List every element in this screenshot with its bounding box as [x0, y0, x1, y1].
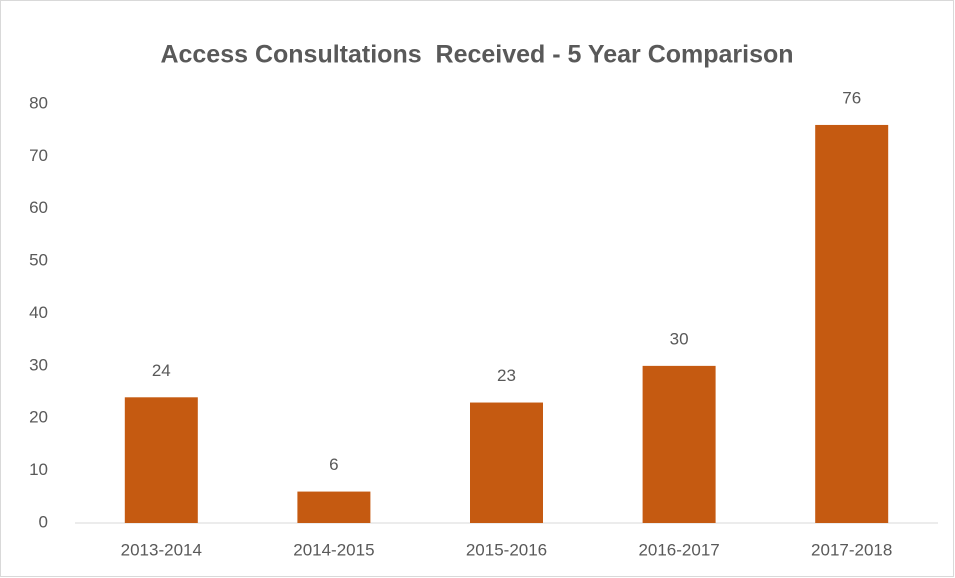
y-tick-label: 50	[29, 251, 48, 270]
y-tick-label: 40	[29, 303, 48, 322]
data-label: 76	[842, 88, 861, 107]
data-label: 30	[670, 329, 689, 348]
y-tick-label: 30	[29, 355, 48, 374]
x-tick-label: 2014-2015	[293, 540, 374, 559]
y-tick-label: 70	[29, 146, 48, 165]
data-label: 23	[497, 366, 516, 385]
y-tick-label: 80	[29, 93, 48, 112]
x-tick-label: 2017-2018	[811, 540, 892, 559]
bar	[124, 397, 198, 523]
y-tick-label: 20	[29, 408, 48, 427]
bar	[642, 365, 716, 523]
chart-title: Access Consultations Received - 5 Year C…	[160, 41, 793, 69]
y-tick-label: 10	[29, 460, 48, 479]
data-label: 24	[152, 361, 171, 380]
bar	[815, 124, 889, 523]
x-tick-label: 2015-2016	[466, 540, 547, 559]
bar	[470, 402, 543, 523]
bar	[297, 491, 371, 523]
x-tick-label: 2013-2014	[121, 540, 202, 559]
x-tick-label: 2016-2017	[638, 540, 719, 559]
y-tick-label: 60	[29, 198, 48, 217]
y-tick-label: 0	[39, 512, 48, 531]
data-label: 6	[329, 455, 338, 474]
